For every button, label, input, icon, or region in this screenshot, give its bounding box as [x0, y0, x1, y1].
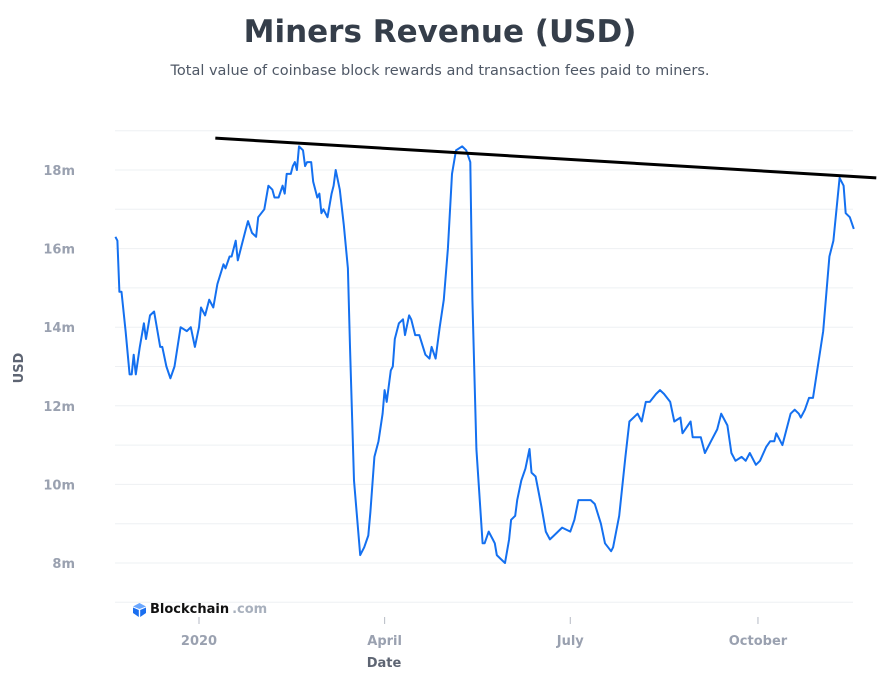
- logo-brand: Blockchain: [150, 602, 230, 617]
- y-tick-label: 16m: [43, 243, 75, 258]
- blockchain-cube-icon: [133, 602, 146, 617]
- x-tick-label: 2020: [181, 634, 217, 649]
- blockchain-logo: Blockchain .com: [132, 602, 267, 617]
- revenue-series-line: [114, 145, 855, 564]
- trendline-annotation: [215, 136, 877, 180]
- y-tick-label: 14m: [43, 321, 75, 336]
- chart-title: Miners Revenue (USD): [243, 14, 637, 50]
- grid-lines: [115, 130, 853, 603]
- chart-subtitle: Total value of coinbase block rewards an…: [170, 63, 710, 79]
- y-axis-ticks: 8m 10m 12m 14m 16m 18m: [43, 164, 75, 572]
- x-tick-label: April: [367, 634, 402, 649]
- logo-domain: .com: [232, 602, 268, 617]
- y-tick-label: 12m: [43, 400, 75, 415]
- y-tick-label: 18m: [43, 164, 75, 179]
- x-tick-label: July: [556, 634, 585, 649]
- y-axis-label: USD: [12, 352, 27, 383]
- x-tick-label: October: [729, 634, 788, 649]
- y-tick-label: 8m: [52, 557, 75, 572]
- x-axis-ticks: 2020 April July October: [181, 617, 788, 649]
- x-axis-label: Date: [367, 656, 402, 671]
- y-tick-label: 10m: [43, 478, 75, 493]
